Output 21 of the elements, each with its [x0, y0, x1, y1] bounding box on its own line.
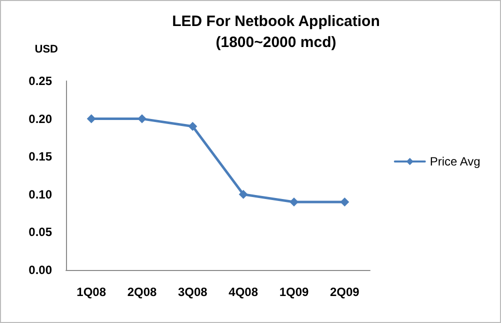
y-tick-label: 0.00: [28, 263, 52, 277]
x-tick-label: 2Q08: [127, 285, 157, 299]
x-tick-label: 3Q08: [178, 285, 208, 299]
y-tick-label: 0.10: [28, 187, 52, 202]
point: [340, 197, 350, 206]
chart-subtitle: (1800~2000 mcd): [216, 34, 336, 51]
x-tick-label: 1Q09: [279, 285, 309, 299]
x-tick-label: 1Q08: [76, 285, 106, 299]
point: [188, 122, 198, 131]
legend-label: Price Avg: [430, 154, 480, 168]
point: [238, 190, 248, 199]
y-tick-label: 0.25: [28, 74, 52, 88]
point: [138, 114, 146, 124]
point: [290, 197, 298, 206]
x-tick-label: 4Q08: [228, 285, 258, 299]
y-tick-label: 0.15: [28, 150, 52, 164]
y-tick-label: 0.20: [28, 112, 52, 126]
x-tick-label: 2Q09: [330, 285, 360, 299]
y-axis-title: USD: [34, 44, 58, 56]
y-tick-label: 0.05: [28, 225, 52, 240]
chart-title: LED For Netbook Application: [172, 13, 380, 30]
